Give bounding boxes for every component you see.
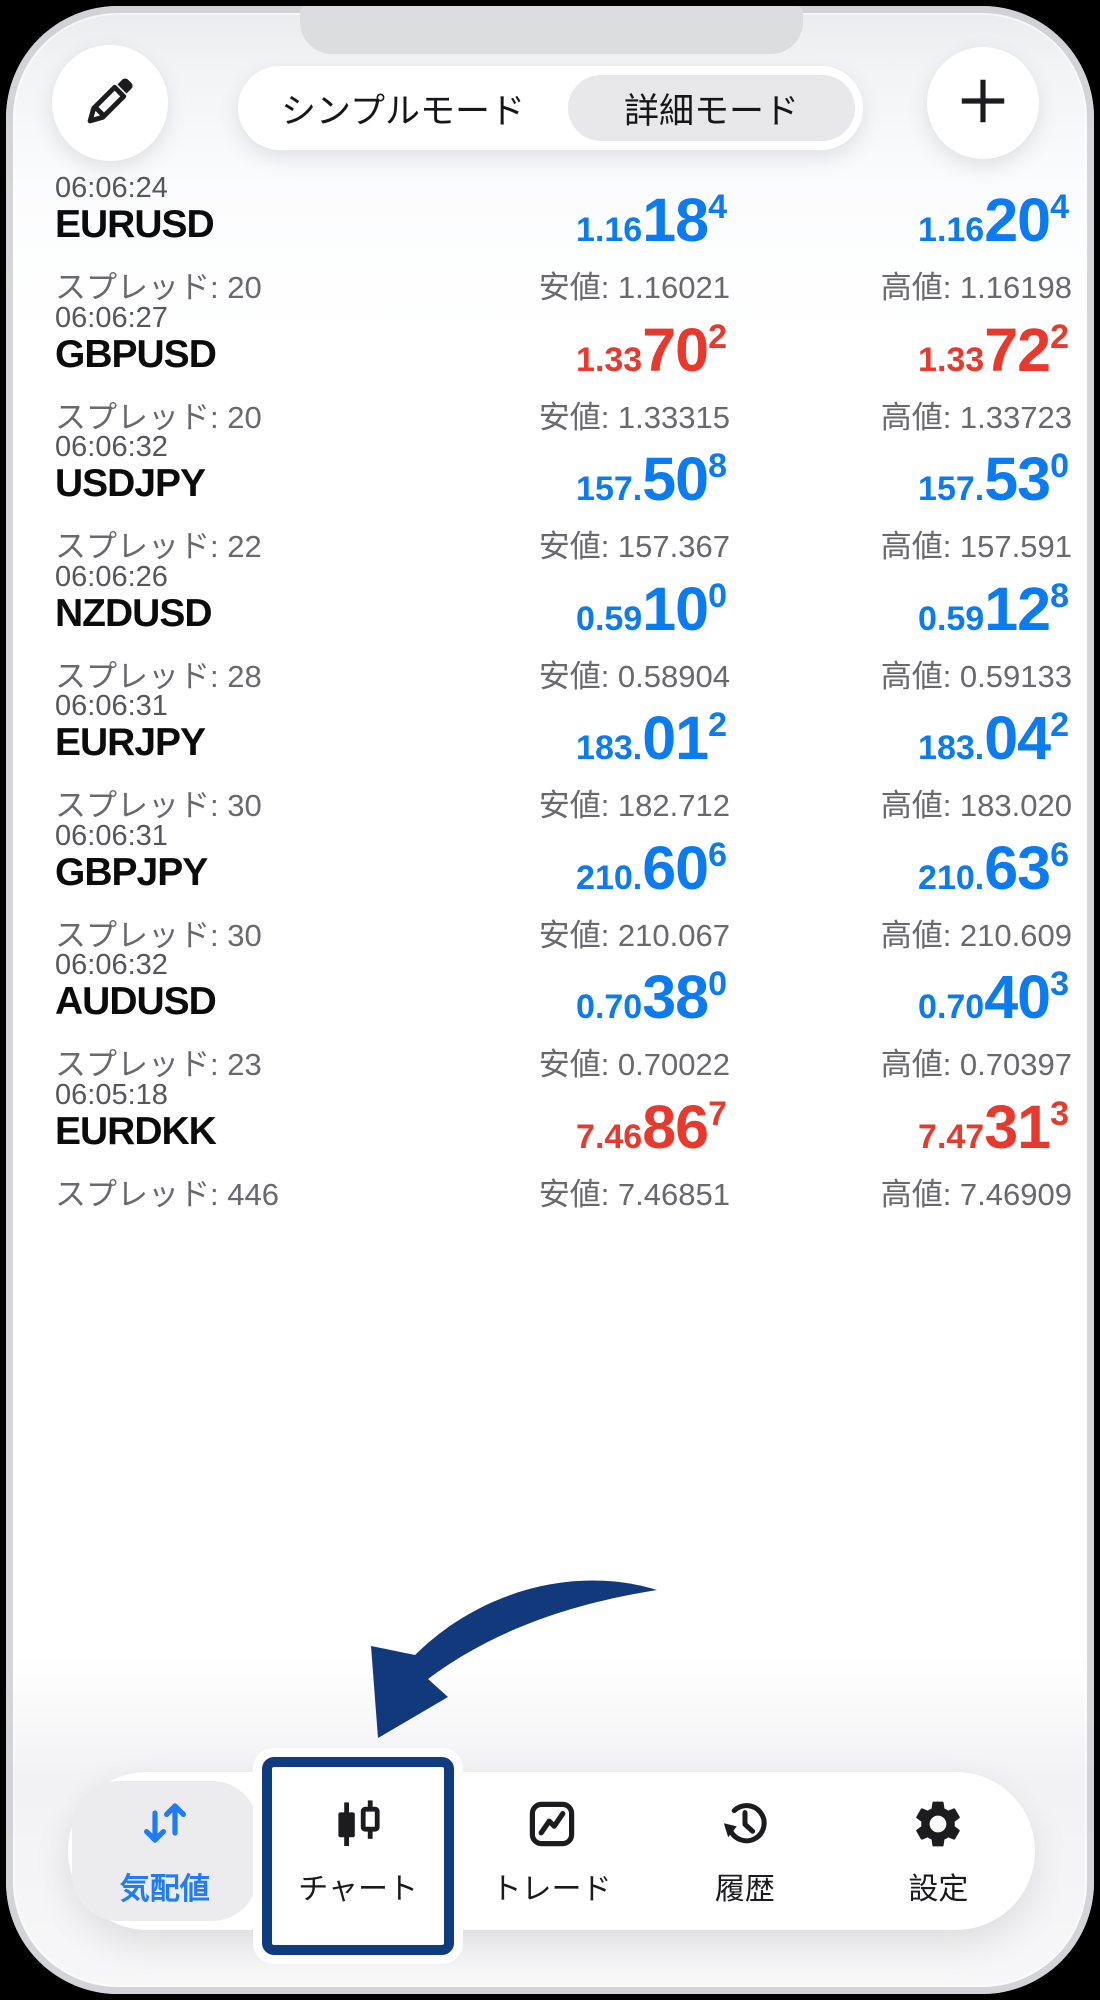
tab-detail-mode[interactable]: 詳細モード xyxy=(568,66,855,150)
quote-symbol: GBPUSD xyxy=(55,332,217,376)
ask-price: 0.59128 xyxy=(918,574,1069,643)
nav-item-history[interactable]: 履歴 xyxy=(648,1772,841,1930)
low-text: 安値: 1.33315 xyxy=(538,399,730,435)
high-text: 高値: 1.33723 xyxy=(880,399,1072,435)
spread-text: スプレッド: 22 xyxy=(55,529,262,564)
high-text: 高値: 183.020 xyxy=(880,788,1072,823)
spread-text: スプレッド: 30 xyxy=(55,788,262,823)
ask-price: 1.16204 xyxy=(918,186,1069,254)
nav-label-history: 履歴 xyxy=(714,1872,775,1906)
nav-item-chart[interactable]: チャート xyxy=(261,1757,455,1955)
ask-price: 183.042 xyxy=(918,704,1069,772)
spread-text: スプレッド: 30 xyxy=(55,917,262,953)
spread-text: スプレッド: 20 xyxy=(55,270,262,305)
nav-item-quotes[interactable]: 気配値 xyxy=(68,1772,261,1930)
bid-price: 157.508 xyxy=(576,445,727,513)
pencil-icon xyxy=(79,70,141,137)
ask-price: 7.47313 xyxy=(918,1092,1069,1161)
high-text: 高値: 157.591 xyxy=(880,529,1072,564)
add-symbol-button[interactable] xyxy=(927,47,1039,159)
ask-price: 157.530 xyxy=(918,445,1069,513)
ask-price: 210.636 xyxy=(918,833,1069,902)
edit-button[interactable] xyxy=(52,45,168,161)
quote-time: 06:06:31 xyxy=(55,690,168,722)
mode-toggle: シンプルモード 詳細モード xyxy=(238,66,863,150)
candlestick-icon xyxy=(330,1795,386,1853)
high-text: 高値: 1.16198 xyxy=(880,270,1072,305)
quote-time: 06:05:18 xyxy=(55,1078,168,1111)
quote-symbol: EURUSD xyxy=(55,203,215,246)
quote-time: 06:06:31 xyxy=(55,819,168,852)
plus-icon xyxy=(950,68,1016,139)
quote-row[interactable]: 06:06:27 GBPUSD 1.33702 1.33722 スプレッド: 2… xyxy=(0,301,1100,435)
quote-row[interactable]: 06:06:31 GBPJPY 210.606 210.636 スプレッド: 3… xyxy=(0,819,1100,953)
active-tab-background xyxy=(71,1781,258,1921)
tab-simple-mode[interactable]: シンプルモード xyxy=(238,66,568,150)
quote-time: 06:06:26 xyxy=(55,560,168,593)
high-text: 高値: 210.609 xyxy=(880,917,1072,953)
low-text: 安値: 210.067 xyxy=(538,917,730,953)
bid-price: 1.33702 xyxy=(576,315,727,384)
low-text: 安値: 0.70022 xyxy=(538,1047,730,1082)
low-text: 安値: 157.367 xyxy=(538,529,730,564)
quote-symbol: AUDUSD xyxy=(55,980,217,1023)
quote-symbol: NZDUSD xyxy=(55,591,212,635)
low-text: 安値: 182.712 xyxy=(538,788,730,823)
quote-time: 06:06:27 xyxy=(55,301,168,334)
phone-screen xyxy=(6,6,1094,1994)
quote-time: 06:06:32 xyxy=(55,949,168,981)
trade-chart-icon xyxy=(524,1795,580,1853)
low-text: 安値: 1.16021 xyxy=(538,270,730,305)
quote-symbol: USDJPY xyxy=(55,462,206,505)
quote-row[interactable]: 06:05:18 EURDKK 7.46867 7.47313 スプレッド: 4… xyxy=(0,1078,1100,1212)
high-text: 高値: 0.70397 xyxy=(880,1047,1072,1082)
ask-price: 1.33722 xyxy=(918,315,1069,384)
quote-symbol: EURJPY xyxy=(55,721,206,764)
low-text: 安値: 7.46851 xyxy=(538,1176,730,1212)
quote-row[interactable]: 06:06:32 USDJPY 157.508 157.530 スプレッド: 2… xyxy=(0,431,1100,564)
nav-label-chart: チャート xyxy=(298,1872,418,1906)
nav-label-settings: 設定 xyxy=(908,1872,969,1906)
ask-price: 0.70403 xyxy=(918,963,1069,1031)
spread-text: スプレッド: 28 xyxy=(55,658,262,694)
chart-tab-highlight-box xyxy=(262,1757,455,1955)
bid-price: 210.606 xyxy=(576,833,727,902)
history-clock-icon xyxy=(717,1795,773,1853)
detail-mode-label: 詳細モード xyxy=(623,91,799,131)
bid-price: 7.46867 xyxy=(576,1092,727,1161)
bid-price: 1.16184 xyxy=(576,186,727,254)
spread-text: スプレッド: 23 xyxy=(55,1047,262,1082)
spread-text: スプレッド: 20 xyxy=(55,399,262,435)
bottom-navigation: 気配値 チャート トレード xyxy=(68,1757,1035,1955)
high-text: 高値: 7.46909 xyxy=(880,1176,1072,1212)
bid-price: 183.012 xyxy=(576,704,727,772)
nav-label-trade: トレード xyxy=(491,1872,612,1906)
quote-time: 06:06:32 xyxy=(55,431,168,463)
bid-price: 0.59100 xyxy=(576,574,727,643)
spread-text: スプレッド: 446 xyxy=(55,1176,279,1212)
quote-row[interactable]: 06:06:31 EURJPY 183.012 183.042 スプレッド: 3… xyxy=(0,690,1100,823)
nav-item-trade[interactable]: トレード xyxy=(455,1772,648,1930)
quotes-arrows-icon xyxy=(137,1795,193,1853)
nav-item-settings[interactable]: 設定 xyxy=(842,1772,1035,1930)
quote-symbol: EURDKK xyxy=(55,1109,217,1153)
quote-row[interactable]: 06:06:24 EURUSD 1.16184 1.16204 スプレッド: 2… xyxy=(0,172,1100,305)
simple-mode-label: シンプルモード xyxy=(281,91,525,131)
callout-curved-arrow-icon xyxy=(371,1580,657,1738)
low-text: 安値: 0.58904 xyxy=(538,658,730,694)
quote-row[interactable]: 06:06:32 AUDUSD 0.70380 0.70403 スプレッド: 2… xyxy=(0,949,1100,1082)
settings-gear-icon xyxy=(910,1795,966,1853)
nav-label-quotes: 気配値 xyxy=(119,1872,210,1906)
quote-symbol: GBPJPY xyxy=(55,850,208,894)
quote-row[interactable]: 06:06:26 NZDUSD 0.59100 0.59128 スプレッド: 2… xyxy=(0,560,1100,694)
high-text: 高値: 0.59133 xyxy=(880,658,1072,694)
phone-notch xyxy=(300,6,803,54)
quote-time: 06:06:24 xyxy=(55,172,168,204)
bid-price: 0.70380 xyxy=(576,963,727,1031)
